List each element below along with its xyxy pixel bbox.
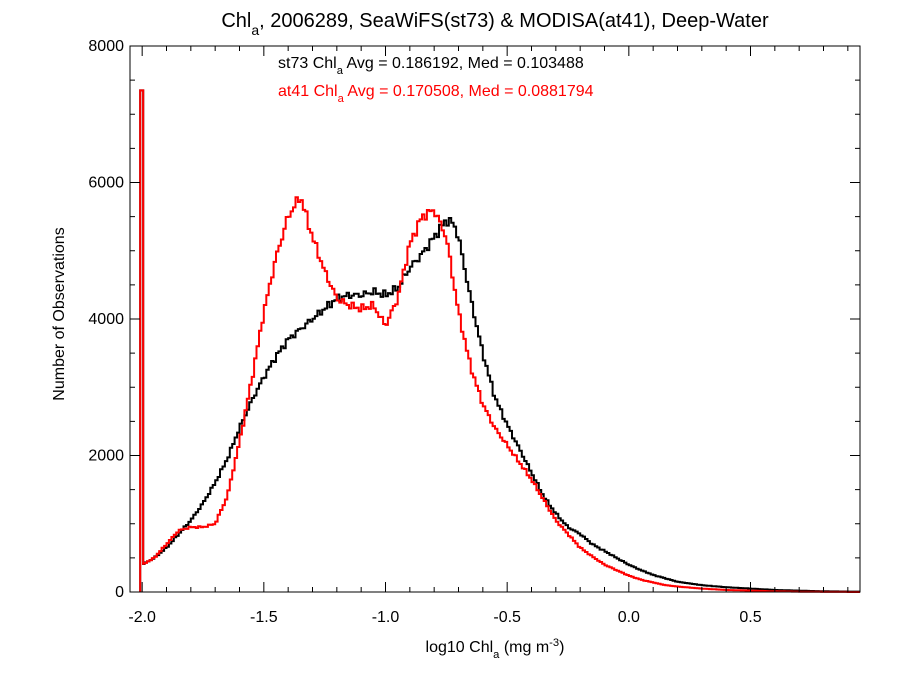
series-line-0 — [142, 217, 860, 593]
annotation-st73: st73 Chla Avg = 0.186192, Med = 0.103488 — [278, 55, 584, 77]
series-layer — [139, 89, 860, 593]
x-tick-label: -2.0 — [128, 609, 156, 626]
y-tick-label: 6000 — [88, 175, 124, 192]
x-tick-label: -0.5 — [493, 609, 521, 626]
x-tick-label: 0.0 — [618, 609, 640, 626]
x-axis-label: log10 Chla (mg m-3) — [426, 637, 565, 661]
y-tick-label: 2000 — [88, 448, 124, 465]
x-tick-label: 0.5 — [739, 609, 761, 626]
series-line-1 — [142, 196, 860, 593]
y-tick-label: 0 — [115, 584, 124, 601]
x-tick-label: -1.5 — [250, 609, 278, 626]
y-axis-label: Number of Observations — [51, 227, 68, 400]
annotation-at41: at41 Chla Avg = 0.170508, Med = 0.088179… — [278, 83, 594, 105]
plot-frame — [129, 45, 861, 593]
chart-title: Chla, 2006289, SeaWiFS(st73) & MODISA(at… — [221, 10, 769, 38]
series-spike-1 — [139, 89, 145, 592]
y-tick-label: 4000 — [88, 311, 124, 328]
y-tick-label: 8000 — [88, 38, 124, 55]
x-tick-label: -1.0 — [372, 609, 400, 626]
ticks-layer: -2.0 -1.5 -1.0 -0.5 0.0 0.5 0 2000 4000 6000 8000 — [88, 38, 860, 626]
